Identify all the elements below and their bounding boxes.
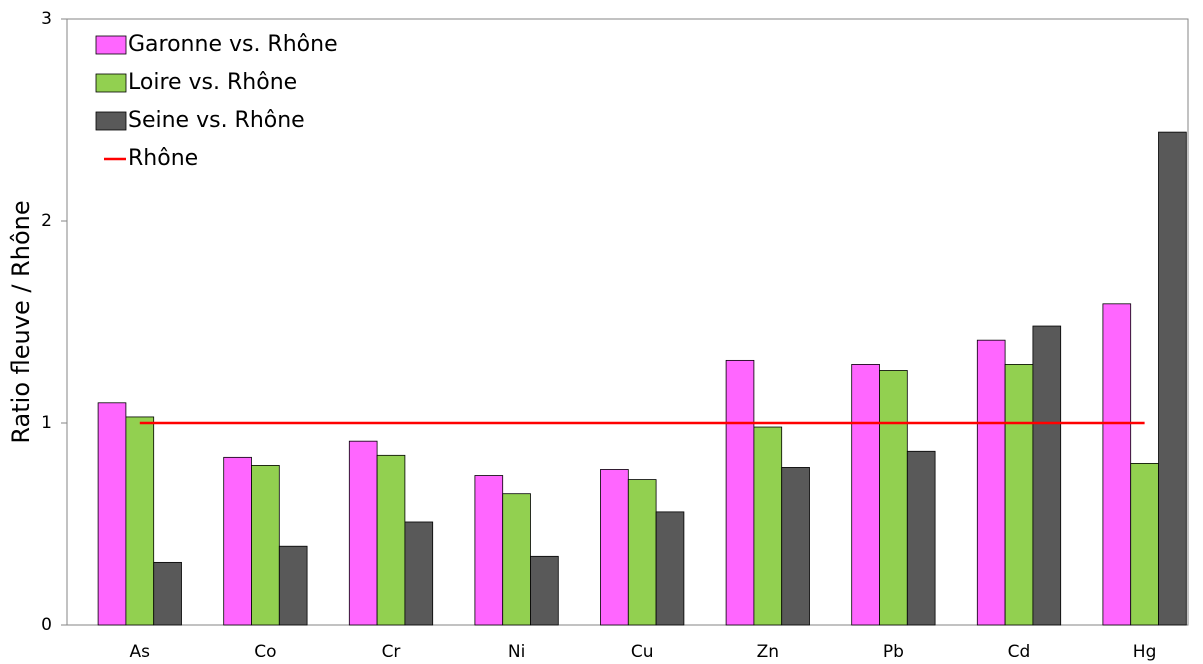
bar bbox=[1004, 364, 1034, 626]
x-tick-label: Cr bbox=[382, 642, 401, 662]
bar bbox=[530, 555, 559, 626]
bar bbox=[376, 454, 406, 626]
bar bbox=[976, 339, 1006, 626]
bar bbox=[781, 467, 810, 626]
x-tick-label: Hg bbox=[1133, 642, 1157, 662]
x-tick-label: Co bbox=[254, 642, 276, 662]
y-tick-label: 0 bbox=[41, 615, 52, 635]
legend-swatch bbox=[95, 111, 127, 131]
bar bbox=[251, 465, 280, 626]
legend-swatch bbox=[95, 35, 127, 55]
x-tick-label: Cd bbox=[1008, 642, 1031, 662]
y-tick-label: 1 bbox=[41, 413, 52, 433]
bar bbox=[223, 456, 252, 626]
bar bbox=[125, 416, 155, 626]
bar bbox=[348, 440, 378, 626]
x-tick-label: Pb bbox=[883, 642, 904, 662]
bar bbox=[502, 493, 531, 626]
bar bbox=[906, 450, 936, 626]
legend-swatch bbox=[95, 73, 127, 93]
y-axis-label: Ratio fleuve / Rhône bbox=[7, 200, 35, 443]
x-tick-label: Cu bbox=[631, 642, 654, 662]
bar bbox=[1158, 131, 1187, 626]
legend-label: Loire vs. Rhône bbox=[128, 70, 297, 95]
bar bbox=[655, 511, 685, 626]
bar bbox=[278, 545, 308, 626]
bar bbox=[153, 561, 182, 626]
bar bbox=[725, 359, 755, 626]
x-tick-label: Zn bbox=[757, 642, 779, 662]
legend-label: Seine vs. Rhône bbox=[128, 108, 305, 133]
x-tick-label: Ni bbox=[508, 642, 525, 662]
bar bbox=[627, 479, 657, 626]
y-tick-label: 2 bbox=[41, 211, 52, 231]
bar bbox=[879, 370, 908, 626]
legend-label: Rhône bbox=[128, 146, 198, 171]
bar bbox=[474, 475, 504, 626]
bar bbox=[1102, 303, 1132, 626]
bar bbox=[851, 364, 880, 626]
bar bbox=[753, 426, 783, 626]
bar bbox=[97, 402, 127, 626]
bar bbox=[404, 521, 434, 626]
bar bbox=[600, 469, 629, 626]
x-tick-label: As bbox=[130, 642, 151, 662]
bar bbox=[1130, 462, 1159, 626]
legend-label: Garonne vs. Rhône bbox=[128, 32, 338, 57]
y-tick-label: 3 bbox=[41, 9, 52, 29]
bar bbox=[1032, 325, 1062, 626]
